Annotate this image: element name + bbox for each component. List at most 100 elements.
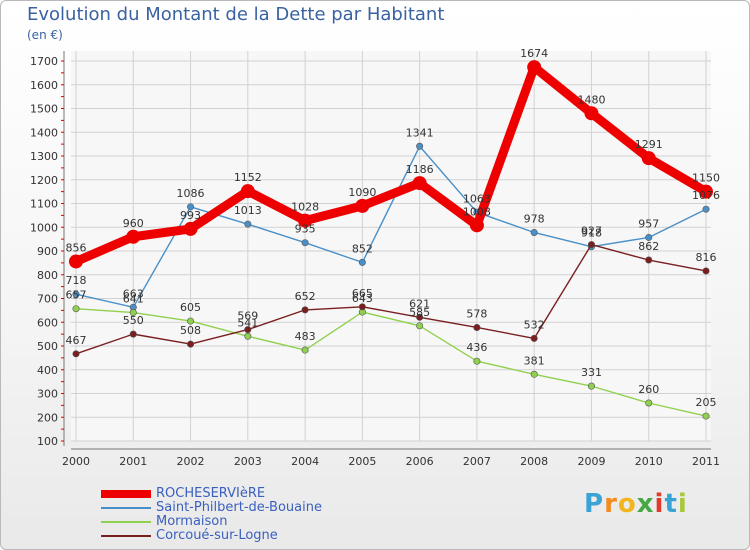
data-label: 1008 (463, 205, 491, 218)
x-tick-label: 2006 (406, 455, 434, 468)
data-point (355, 198, 370, 213)
data-point (358, 258, 366, 266)
data-point (244, 326, 252, 334)
y-tick-label: 300 (37, 388, 58, 401)
data-point (129, 309, 137, 317)
data-label: 532 (524, 318, 545, 331)
plot-area (71, 51, 711, 441)
x-tick-label: 2007 (463, 455, 491, 468)
data-label: 1063 (463, 192, 491, 205)
data-label: 331 (581, 366, 602, 379)
logo-letter: r (604, 489, 618, 519)
x-tick-label: 2011 (692, 455, 720, 468)
data-point (69, 254, 83, 269)
data-point (301, 346, 309, 354)
legend-label-rocheserviere: ROCHESERVIèRE (156, 486, 266, 501)
data-label: 541 (237, 316, 258, 329)
data-point (584, 106, 599, 121)
data-label: 935 (295, 223, 316, 236)
x-tick-label: 2001 (119, 455, 147, 468)
data-point (530, 228, 538, 236)
logo-letter: t (664, 489, 678, 519)
data-point (416, 142, 424, 150)
data-point (298, 213, 313, 228)
data-point (645, 233, 653, 241)
logo-letter: i (654, 489, 665, 519)
data-point (187, 340, 195, 348)
data-point (473, 357, 481, 365)
y-tick-label: 500 (37, 340, 58, 353)
data-label: 605 (180, 301, 201, 314)
data-point (301, 306, 309, 314)
data-point (702, 267, 710, 275)
chart-title: Evolution du Montant de la Dette par Hab… (27, 4, 445, 25)
data-label: 1150 (692, 172, 720, 185)
data-label: 643 (352, 292, 373, 305)
y-tick-label: 1400 (30, 126, 58, 139)
data-point (72, 350, 80, 358)
data-point (530, 334, 538, 342)
data-point (129, 330, 137, 338)
data-label: 852 (352, 242, 373, 255)
y-tick-label: 700 (37, 293, 58, 306)
data-label: 641 (123, 293, 144, 306)
data-point (641, 151, 656, 166)
x-tick-label: 2000 (62, 455, 90, 468)
data-point (72, 290, 80, 298)
data-label: 1013 (234, 204, 262, 217)
data-label: 436 (466, 341, 487, 354)
x-tick-label: 2009 (577, 455, 605, 468)
logo-letter: i (677, 489, 688, 519)
legend-label-mormaison: Mormaison (156, 514, 228, 529)
data-label: 1028 (291, 201, 319, 214)
data-label: 862 (638, 240, 659, 253)
data-label: 1090 (348, 186, 376, 199)
x-tick-label: 2004 (291, 455, 319, 468)
data-label: 657 (66, 289, 87, 302)
data-label: 978 (524, 212, 545, 225)
data-point (416, 313, 424, 321)
data-point (469, 218, 484, 233)
y-tick-label: 1600 (30, 79, 58, 92)
data-label: 550 (123, 314, 144, 327)
data-label: 718 (66, 274, 87, 287)
y-tick-label: 900 (37, 245, 58, 258)
data-label: 569 (237, 310, 258, 323)
logo-letter: x (636, 489, 655, 519)
chart-unit: (en €) (27, 28, 63, 42)
y-tick-label: 800 (37, 269, 58, 282)
y-tick-label: 1000 (30, 221, 58, 234)
data-point (416, 322, 424, 330)
data-point (702, 412, 710, 420)
data-label: 918 (581, 227, 602, 240)
proxiti-logo: Proxiti (584, 489, 688, 519)
data-label: 927 (581, 225, 602, 238)
data-label: 1186 (406, 163, 434, 176)
data-label: 578 (466, 307, 487, 320)
y-tick-label: 400 (37, 364, 58, 377)
data-point (587, 382, 595, 390)
data-point (645, 399, 653, 407)
series-line-1 (75, 145, 707, 308)
y-tick-label: 1700 (30, 55, 58, 68)
data-label: 467 (66, 334, 87, 347)
data-point (244, 332, 252, 340)
legend-swatch-saint-philbert (101, 507, 151, 509)
legend-swatch-rocheserviere (101, 490, 151, 498)
data-point (412, 176, 427, 191)
data-label: 381 (524, 354, 545, 367)
data-point (244, 220, 252, 228)
data-label: 1480 (577, 93, 605, 106)
data-label: 960 (123, 217, 144, 230)
data-label: 665 (352, 287, 373, 300)
data-point (702, 205, 710, 213)
data-point (301, 239, 309, 247)
data-point (72, 305, 80, 313)
legend-label-saint-philbert: Saint-Philbert-de-Bouaine (156, 500, 322, 515)
y-tick-label: 600 (37, 316, 58, 329)
legend-swatch-corcoue (101, 535, 151, 537)
data-label: 1086 (177, 187, 205, 200)
data-point (126, 229, 141, 244)
y-tick-label: 200 (37, 411, 58, 424)
